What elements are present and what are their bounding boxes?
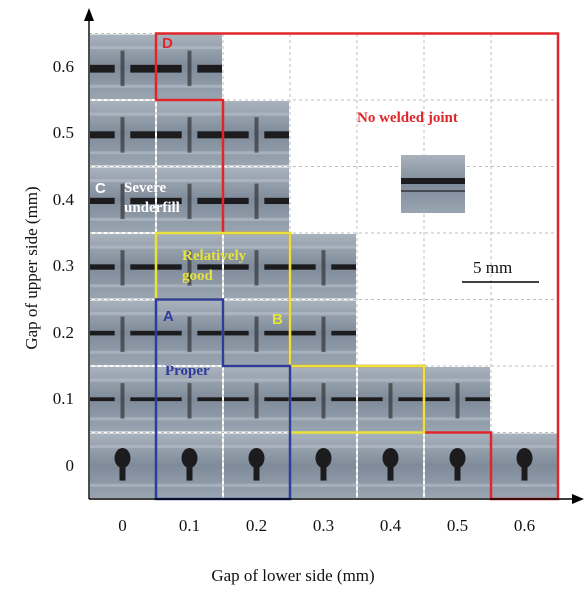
x-tick-label: 0.6 bbox=[513, 516, 536, 535]
weld-sample-image bbox=[358, 367, 423, 432]
weld-sample-image bbox=[224, 234, 289, 299]
no-weld-sample-image bbox=[401, 155, 465, 213]
weld-sample-image bbox=[90, 367, 155, 432]
weld-sample-image bbox=[224, 167, 289, 232]
weld-sample-image bbox=[157, 234, 222, 299]
weld-sample-image bbox=[90, 300, 155, 365]
severe-underfill-label: Severe underfill bbox=[124, 180, 180, 216]
weld-sample-image bbox=[90, 167, 155, 232]
weld-sample-image bbox=[157, 367, 222, 432]
region-d-letter: D bbox=[162, 35, 173, 52]
weld-sample-image bbox=[224, 300, 289, 365]
weld-sample-images bbox=[90, 34, 557, 498]
region-b-letter: B bbox=[272, 311, 283, 328]
x-tick-label: 0 bbox=[118, 516, 127, 535]
y-tick-label: 0.1 bbox=[52, 389, 74, 409]
y-tick-label: 0.6 bbox=[52, 56, 74, 76]
no-welded-joint-label: No welded joint bbox=[357, 110, 458, 126]
x-tick-label: 0.3 bbox=[312, 516, 335, 535]
x-axis-title: Gap of lower side (mm) bbox=[211, 566, 375, 585]
x-tick-label: 0.1 bbox=[178, 516, 201, 535]
y-tick-label: 0.5 bbox=[52, 123, 74, 143]
y-axis-arrow-icon bbox=[84, 8, 94, 21]
weld-sample-image bbox=[291, 433, 356, 498]
weld-sample-image bbox=[90, 34, 155, 99]
weld-sample-image bbox=[291, 367, 356, 432]
relatively-good-label: Relatively good bbox=[182, 248, 247, 284]
weld-sample-image bbox=[358, 433, 423, 498]
x-tick-label: 0.2 bbox=[245, 516, 268, 535]
scale-bar-label: 5 mm bbox=[473, 258, 513, 277]
y-tick-label: 0 bbox=[65, 455, 75, 475]
weld-sample-image bbox=[157, 300, 222, 365]
weld-sample-image bbox=[425, 433, 490, 498]
weld-sample-image bbox=[291, 234, 356, 299]
proper-label: Proper bbox=[165, 363, 210, 379]
x-tick-label: 0.5 bbox=[446, 516, 469, 535]
weld-sample-image bbox=[492, 433, 557, 498]
axes bbox=[84, 8, 584, 504]
y-tick-label: 0.4 bbox=[52, 189, 74, 209]
weld-sample-image bbox=[157, 34, 222, 99]
weld-sample-image bbox=[90, 234, 155, 299]
x-tick-label: 0.4 bbox=[379, 516, 402, 535]
weld-sample-image bbox=[224, 101, 289, 166]
x-axis-arrow-icon bbox=[572, 494, 584, 504]
weld-sample-image bbox=[90, 101, 155, 166]
weld-sample-image bbox=[157, 101, 222, 166]
weld-sample-image bbox=[425, 367, 490, 432]
weld-sample-image bbox=[224, 367, 289, 432]
y-tick-label: 0.3 bbox=[52, 256, 74, 276]
weld-sample-image bbox=[90, 433, 155, 498]
region-c-letter: C bbox=[95, 180, 106, 197]
weld-sample-image bbox=[224, 433, 289, 498]
region-a-letter: A bbox=[163, 308, 174, 325]
y-tick-label: 0.2 bbox=[52, 322, 74, 342]
weld-sample-image bbox=[157, 167, 222, 232]
y-axis-title: Gap of upper side (mm) bbox=[22, 186, 41, 350]
weld-sample-image bbox=[157, 433, 222, 498]
weld-sample-image bbox=[291, 300, 356, 365]
